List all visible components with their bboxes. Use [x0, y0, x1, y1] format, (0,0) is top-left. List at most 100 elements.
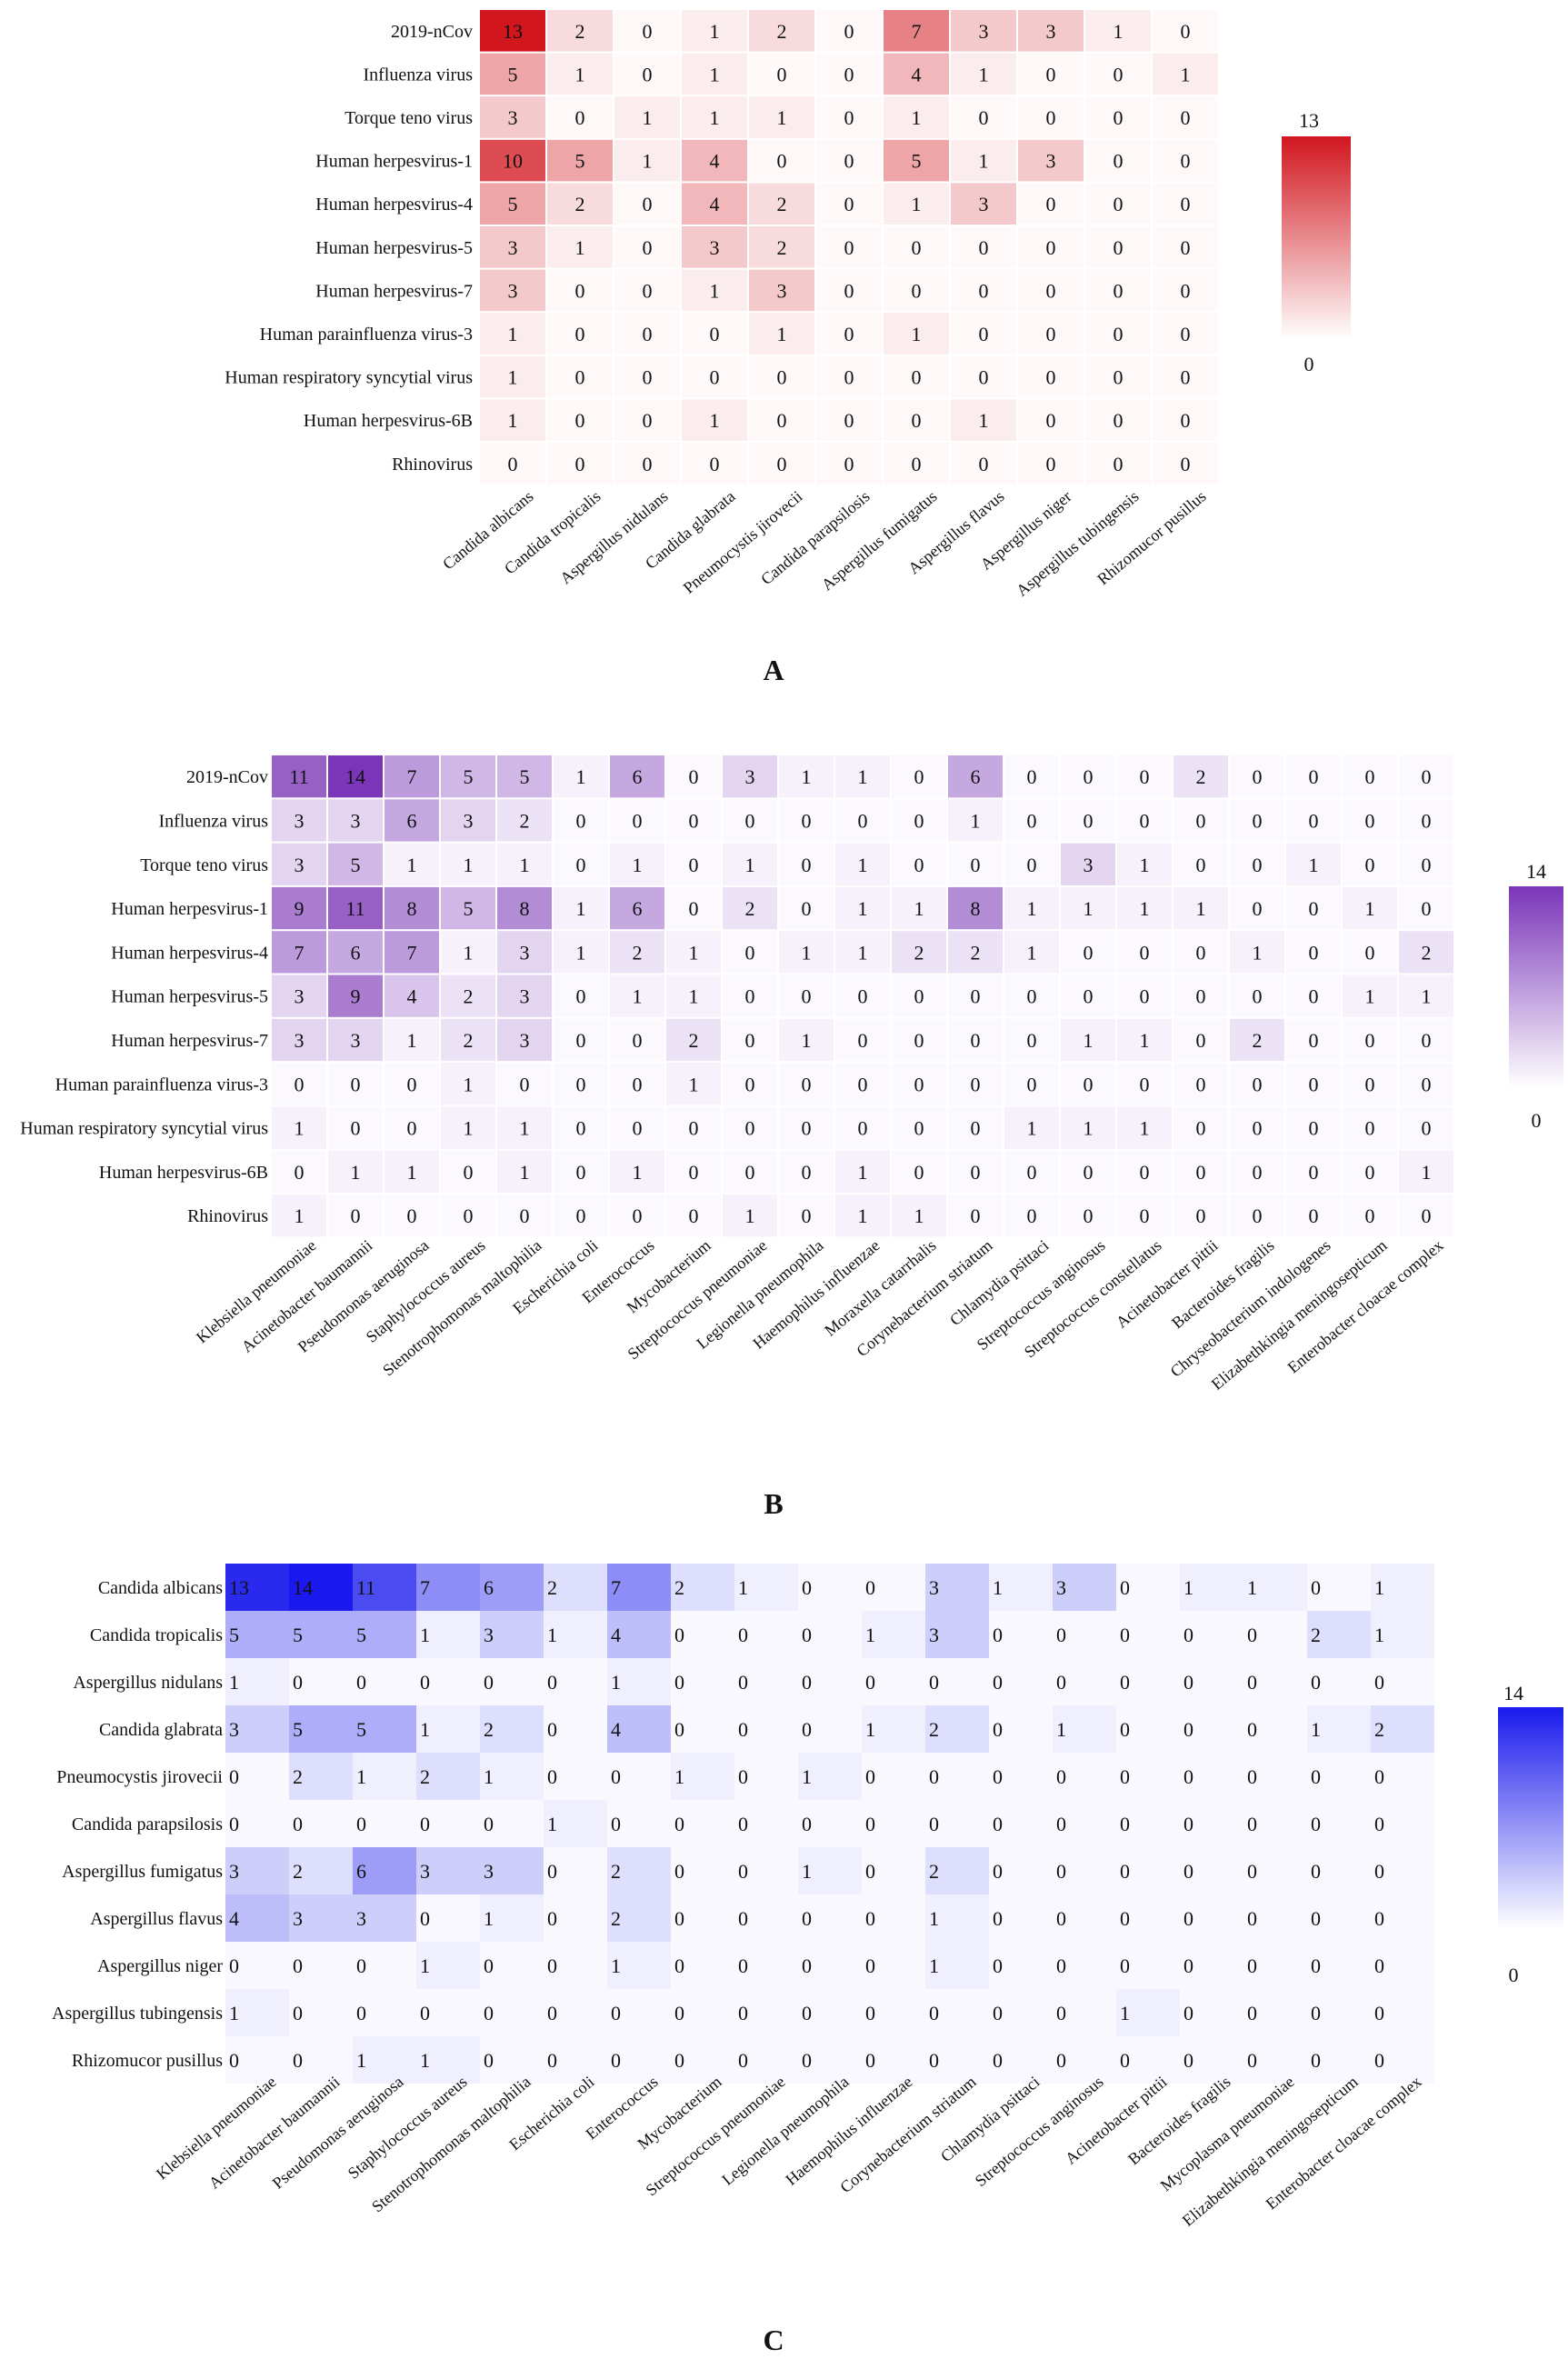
cell-value-label: 0	[979, 366, 989, 389]
heatmap-cell	[1174, 886, 1228, 930]
cell-value-label: 0	[407, 1204, 417, 1227]
heatmap-cell	[948, 1063, 1003, 1105]
heatmap-cell	[1243, 1942, 1307, 1989]
heatmap-cell	[1371, 1942, 1434, 1989]
heatmap-cell	[1307, 1658, 1371, 1705]
heatmap-cell	[989, 1705, 1053, 1753]
heatmap-cell	[614, 10, 680, 52]
heatmap-cell	[1399, 975, 1453, 1017]
heatmap-cell	[385, 931, 439, 974]
cell-value-label: 6	[356, 1860, 366, 1883]
cell-value-label: 0	[1365, 1029, 1375, 1052]
heatmap-cell	[798, 1705, 862, 1753]
heatmap-cell	[925, 1705, 989, 1753]
heatmap-cell	[610, 1150, 664, 1193]
cell-value-label: 2	[745, 897, 755, 920]
heatmap-cell	[951, 355, 1016, 398]
heatmap-cell	[225, 1894, 289, 1942]
cell-value-label: 0	[1309, 1204, 1319, 1227]
cell-value-label: 1	[643, 150, 653, 173]
heatmap-cell	[835, 886, 890, 930]
cell-value-label: 0	[1196, 941, 1206, 964]
heatmap-cell	[798, 1800, 862, 1847]
cell-value-label: 0	[738, 1718, 748, 1741]
cell-value-label: 0	[802, 809, 812, 832]
cell-value-label: 0	[1196, 985, 1206, 1008]
heatmap-cell	[884, 183, 949, 225]
heatmap-cell	[225, 2036, 289, 2084]
heatmap-cell	[682, 443, 747, 485]
heatmap-cell	[554, 931, 608, 974]
heatmap-cell	[610, 886, 664, 930]
cell-value-label: 0	[611, 1813, 621, 1835]
cell-value-label: 0	[914, 1073, 924, 1095]
cell-value-label: 1	[745, 854, 755, 876]
cell-value-label: 0	[1311, 1813, 1321, 1835]
cell-value-label: 1	[979, 150, 989, 173]
cell-value-label: 0	[971, 1204, 981, 1227]
heatmap-cell	[1153, 355, 1218, 398]
heatmap-cell	[441, 755, 495, 798]
heatmap-cell	[1053, 1611, 1116, 1658]
heatmap-cell	[816, 399, 882, 441]
cell-value-label: 0	[1027, 1073, 1037, 1095]
cell-value-label: 3	[520, 941, 530, 964]
cell-value-label: 1	[611, 1954, 621, 1977]
cell-value-label: 0	[971, 1117, 981, 1140]
cell-value-label: 0	[643, 20, 653, 43]
cell-value-label: 0	[971, 1161, 981, 1184]
heatmap-cell	[385, 975, 439, 1017]
panel-label: C	[763, 2324, 784, 2356]
cell-value-label: 0	[1084, 1204, 1094, 1227]
row-label: Candida albicans	[98, 1578, 223, 1598]
cell-value-label: 1	[689, 1073, 699, 1095]
cell-value-label: 3	[295, 854, 305, 876]
cell-value-label: 0	[844, 150, 854, 173]
cell-value-label: 0	[1114, 150, 1124, 173]
cell-value-label: 0	[1046, 63, 1056, 85]
heatmap-cell	[749, 183, 814, 225]
cell-value-label: 0	[802, 1576, 812, 1599]
heatmap-cell	[1243, 1894, 1307, 1942]
heatmap-cell	[884, 269, 949, 312]
column-label: Bacteroides fragilis	[1168, 1236, 1277, 1333]
heatmap-cell	[734, 2036, 798, 2084]
heatmap-cell	[547, 226, 613, 268]
heatmap-cell	[441, 843, 495, 885]
cell-value-label: 2	[929, 1860, 939, 1883]
cell-value-label: 0	[1365, 854, 1375, 876]
cell-value-label: 0	[420, 2002, 430, 2024]
cell-value-label: 0	[1114, 193, 1124, 215]
cell-value-label: 0	[520, 1073, 530, 1095]
heatmap-cell	[779, 1150, 834, 1193]
heatmap-cell	[1117, 755, 1172, 798]
cell-value-label: 0	[1253, 1161, 1263, 1184]
heatmap-cell	[353, 1942, 416, 1989]
heatmap-cell	[1053, 1894, 1116, 1942]
cell-value-label: 0	[844, 453, 854, 475]
cell-value-label: 2	[777, 236, 787, 259]
cell-value-label: 1	[1365, 897, 1375, 920]
heatmap-cell	[480, 139, 545, 182]
heatmap-cell	[554, 1150, 608, 1193]
heatmap-cell	[1180, 2036, 1243, 2084]
heatmap-cell	[547, 96, 613, 138]
cell-value-label: 0	[484, 1671, 494, 1694]
heatmap-cell	[225, 1753, 289, 1800]
heatmap-cell	[1286, 799, 1341, 842]
cell-value-label: 13	[503, 20, 523, 43]
heatmap-cell	[1399, 1063, 1453, 1105]
cell-value-label: 0	[914, 765, 924, 788]
cell-value-label: 0	[993, 1813, 1003, 1835]
cell-value-label: 0	[229, 1954, 239, 1977]
cell-value-label: 0	[1422, 1073, 1432, 1095]
heatmap-cell	[1286, 931, 1341, 974]
heatmap-cell	[385, 1150, 439, 1193]
heatmap-cell	[614, 183, 680, 225]
heatmap-cell	[614, 226, 680, 268]
cell-value-label: 0	[1311, 1671, 1321, 1694]
cell-value-label: 1	[351, 1161, 361, 1184]
cell-value-label: 5	[508, 193, 518, 215]
heatmap-cell	[835, 1063, 890, 1105]
cell-value-label: 0	[929, 1671, 939, 1694]
